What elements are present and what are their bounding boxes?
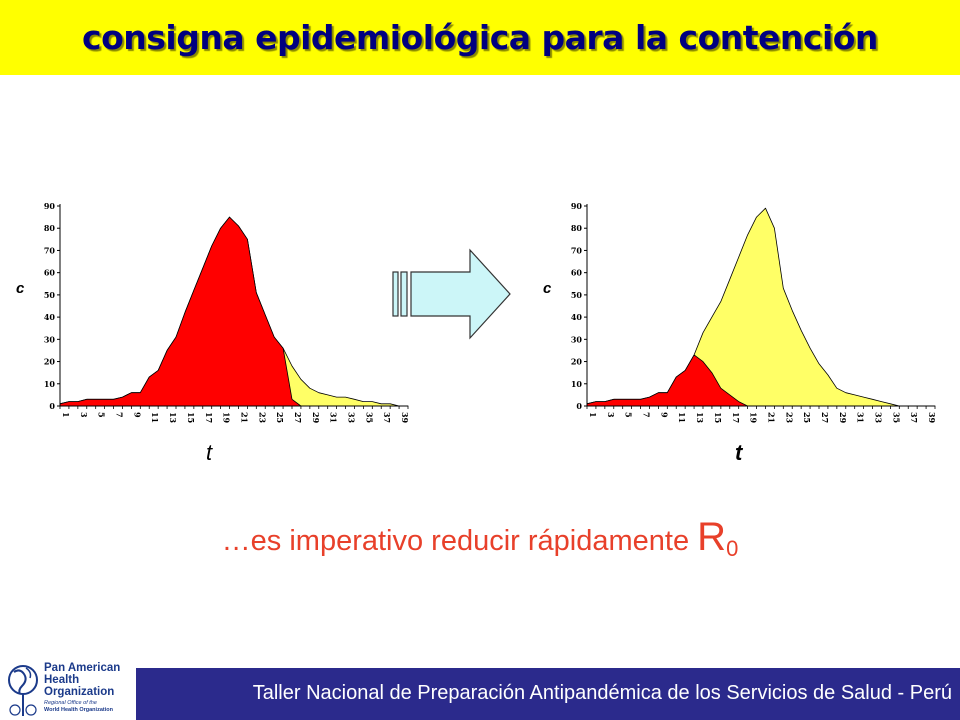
chart0-x-tick-label-1: 1 bbox=[61, 412, 71, 418]
chart1-x-tick-label-35: 35 bbox=[891, 412, 901, 423]
chart0-x-tick-label-17: 17 bbox=[204, 412, 214, 423]
chart1-y-tick-label-20: 20 bbox=[571, 357, 583, 367]
chart1-x-tick-label-25: 25 bbox=[802, 412, 812, 423]
chart1-x-tick-label-23: 23 bbox=[784, 412, 794, 424]
chart0-x-tick-label-39: 39 bbox=[400, 412, 410, 424]
chart1-y-tick-label-80: 80 bbox=[571, 223, 583, 233]
chart0-x-tick-label-25: 25 bbox=[275, 412, 285, 423]
chart0-y-tick-label-30: 30 bbox=[44, 334, 56, 344]
logo-subtitle: Regional Office of the World Health Orga… bbox=[44, 700, 113, 713]
chart1-x-tick-label-31: 31 bbox=[856, 412, 866, 423]
left-x-axis-label: t bbox=[206, 440, 213, 465]
paho-logo: Pan American Health Organization Regiona… bbox=[6, 658, 134, 720]
chart0-y-tick-label-80: 80 bbox=[44, 223, 56, 233]
chart1-series-0 bbox=[586, 207, 936, 407]
chart1-x-tick-label-37: 37 bbox=[909, 412, 919, 423]
chart1-x-tick-label-3: 3 bbox=[606, 412, 616, 418]
chart1-x-tick-label-15: 15 bbox=[713, 412, 723, 423]
right-y-axis-label: c bbox=[543, 280, 552, 297]
chart0-x-tick-label-19: 19 bbox=[222, 412, 232, 424]
r-symbol: R bbox=[697, 515, 727, 559]
chart0-x-tick-label-37: 37 bbox=[382, 412, 392, 423]
footer-text: Taller Nacional de Preparación Antipandé… bbox=[252, 682, 952, 704]
chart0-y-tick-label-10: 10 bbox=[44, 379, 56, 389]
right-x-axis-label: t bbox=[735, 440, 743, 465]
chart0-x-tick-label-9: 9 bbox=[132, 412, 142, 418]
chart0-y-tick-label-90: 90 bbox=[44, 201, 56, 211]
statement-text: …es imperativo reducir rápidamente R0 bbox=[0, 515, 960, 562]
chart0-x-tick-label-3: 3 bbox=[79, 412, 89, 418]
chart0-x-tick-label-29: 29 bbox=[311, 412, 321, 424]
chart1-x-tick-label-21: 21 bbox=[766, 412, 776, 423]
chart1-y-tick-label-50: 50 bbox=[571, 290, 583, 300]
chart0-x-tick-label-7: 7 bbox=[115, 412, 125, 418]
chart0-x-tick-label-13: 13 bbox=[168, 412, 178, 424]
globe-emblem-icon bbox=[8, 665, 38, 716]
chart0-y-tick-label-60: 60 bbox=[44, 268, 56, 278]
chart1-x-tick-label-9: 9 bbox=[659, 412, 669, 418]
chart1-x-tick-label-13: 13 bbox=[695, 412, 705, 424]
chart0-y-tick-label-70: 70 bbox=[44, 245, 56, 255]
chart0-x-tick-label-33: 33 bbox=[347, 412, 357, 424]
chart0-y-tick-label-0: 0 bbox=[49, 401, 55, 411]
left-y-axis-label: c bbox=[16, 280, 25, 297]
chart0-y-tick-label-50: 50 bbox=[44, 290, 56, 300]
chart1-x-tick-label-5: 5 bbox=[624, 412, 634, 418]
chart1-y-tick-label-0: 0 bbox=[576, 401, 582, 411]
chart1-x-tick-label-7: 7 bbox=[642, 412, 652, 418]
statement-phrase: …es imperativo reducir rápidamente bbox=[221, 525, 690, 557]
chart0-x-tick-label-35: 35 bbox=[364, 412, 374, 423]
title-bar bbox=[0, 0, 960, 75]
chart1-y-tick-label-60: 60 bbox=[571, 268, 583, 278]
chart0-y-tick-label-40: 40 bbox=[44, 312, 56, 322]
chart0-y-tick-label-20: 20 bbox=[44, 357, 56, 367]
chart1-y-tick-label-90: 90 bbox=[571, 201, 583, 211]
chart0-x-tick-label-23: 23 bbox=[257, 412, 267, 424]
chart0-series-1 bbox=[59, 216, 409, 407]
chart1-x-tick-label-29: 29 bbox=[838, 412, 848, 424]
chart0-x-tick-label-11: 11 bbox=[150, 412, 160, 423]
chart0-x-tick-label-21: 21 bbox=[239, 412, 249, 423]
chart1-y-tick-label-10: 10 bbox=[571, 379, 583, 389]
chart0-x-tick-label-15: 15 bbox=[186, 412, 196, 423]
chart0-x-tick-label-5: 5 bbox=[97, 412, 107, 418]
chart1-x-tick-label-11: 11 bbox=[677, 412, 687, 423]
chart1-y-tick-label-70: 70 bbox=[571, 245, 583, 255]
right-arrow-icon bbox=[392, 248, 511, 340]
chart1-x-tick-label-39: 39 bbox=[927, 412, 937, 424]
chart1-x-tick-label-33: 33 bbox=[874, 412, 884, 424]
chart1-x-tick-label-1: 1 bbox=[588, 412, 598, 418]
footer-bar: Taller Nacional de Preparación Antipandé… bbox=[136, 668, 960, 720]
r-subscript: 0 bbox=[726, 536, 739, 561]
chart1-x-tick-label-19: 19 bbox=[749, 412, 759, 424]
logo-wordmark: Pan American Health Organization bbox=[44, 662, 121, 698]
chart1-y-tick-label-30: 30 bbox=[571, 334, 583, 344]
chart0-x-tick-label-27: 27 bbox=[293, 412, 303, 423]
page-title: consigna epidemiológica para la contenci… bbox=[82, 18, 878, 57]
chart1-x-tick-label-17: 17 bbox=[731, 412, 741, 423]
chart1-x-tick-label-27: 27 bbox=[820, 412, 830, 423]
chart0-x-tick-label-31: 31 bbox=[329, 412, 339, 423]
chart1-y-tick-label-40: 40 bbox=[571, 312, 583, 322]
